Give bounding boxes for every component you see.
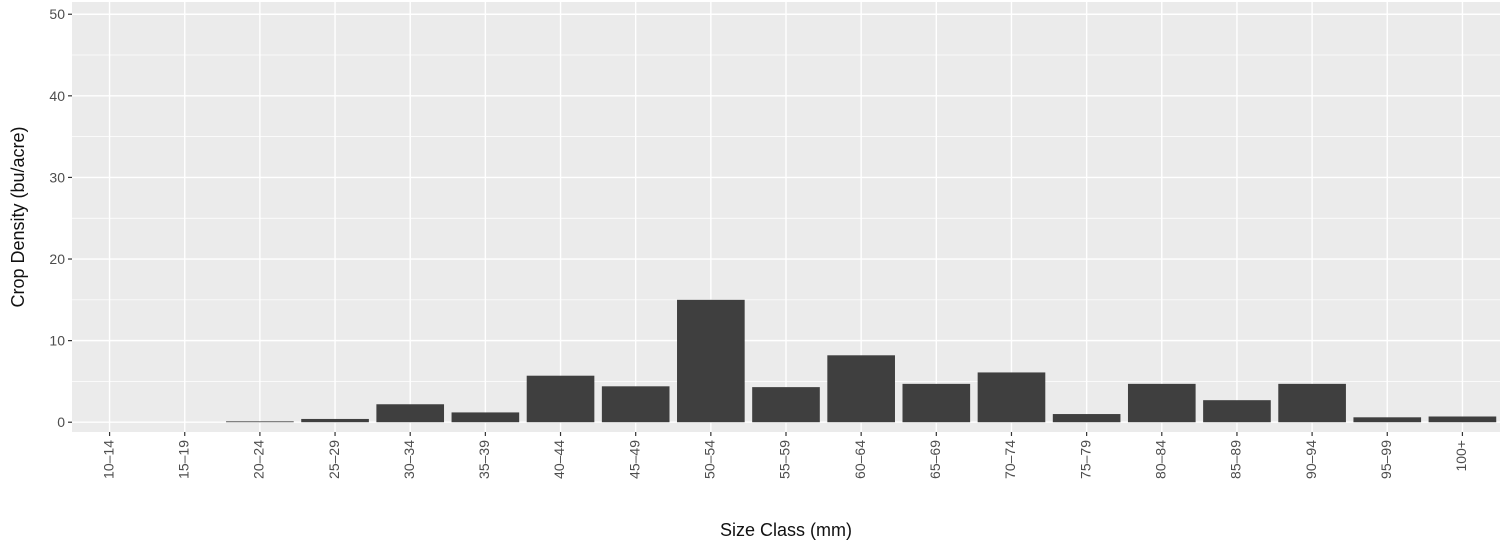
bar [827,355,895,423]
y-axis-title: Crop Density (bu/acre) [8,126,28,307]
x-tick-label: 65–69 [927,440,943,479]
y-tick-label: 40 [49,88,65,104]
bar [376,404,445,423]
x-tick-label: 70–74 [1002,440,1018,479]
bar [977,372,1046,423]
bar [601,386,670,423]
x-tick-label: 90–94 [1303,440,1319,479]
bar [1203,400,1271,423]
bar [677,299,745,423]
x-tick-label: 80–84 [1152,440,1168,479]
x-tick-label: 25–29 [326,440,342,479]
x-tick-label: 35–39 [476,440,492,479]
y-axis: 0 10 20 30 40 50 [49,6,72,430]
bar [526,375,595,423]
bar [226,421,294,423]
bar [902,383,971,423]
x-tick-label: 55–59 [777,440,793,479]
bar [1127,383,1196,423]
x-tick-label: 30–34 [401,440,417,479]
x-tick-label: 45–49 [626,440,642,479]
x-tick-label: 15–19 [175,440,191,479]
bar [1353,417,1422,423]
bars [226,299,1497,423]
x-tick-label: 10–14 [100,440,116,479]
bar [752,387,820,423]
x-tick-label: 85–89 [1228,440,1244,479]
y-tick-label: 0 [57,414,65,430]
bar [1278,383,1346,423]
x-tick-label: 95–99 [1378,440,1394,479]
x-tick-label: 20–24 [251,440,267,479]
x-tick-label: 75–79 [1077,440,1093,479]
y-tick-label: 10 [49,333,65,349]
x-axis: 10–14 15–19 20–24 25–29 30–34 35–39 40–44 45–49… [100,432,1469,479]
x-tick-label: 100+ [1453,440,1469,472]
x-axis-title: Size Class (mm) [720,520,852,540]
x-tick-label: 40–44 [551,440,567,479]
bar [1052,414,1121,423]
bar [1428,416,1497,423]
y-tick-label: 50 [49,6,65,22]
y-tick-label: 30 [49,169,65,185]
y-tick-label: 20 [49,251,65,267]
x-tick-label: 60–64 [852,440,868,479]
bar [451,412,520,423]
x-tick-label: 50–54 [702,440,718,479]
bar [301,418,369,423]
